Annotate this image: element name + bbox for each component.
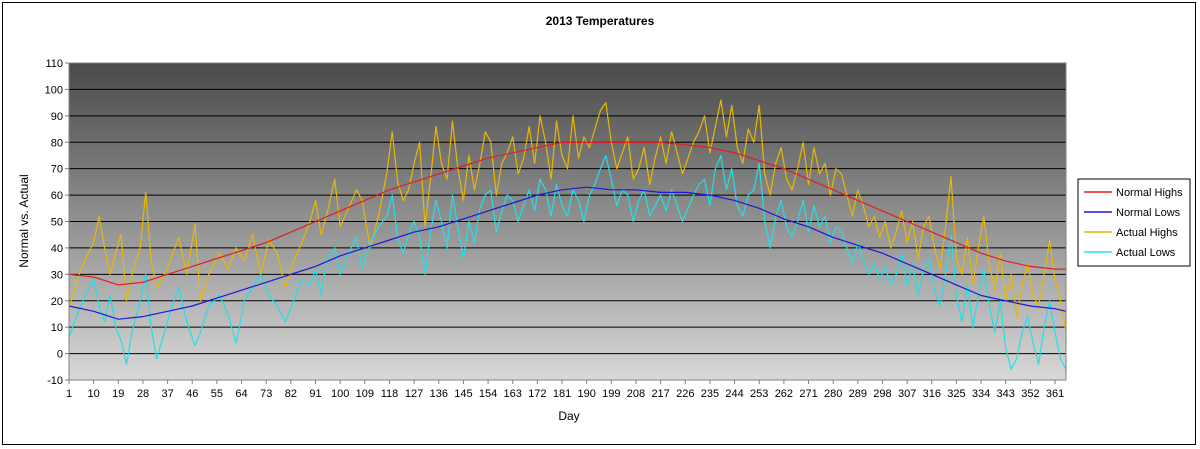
y-axis-title: Normal vs. Actual	[17, 174, 31, 267]
x-tick-label: 253	[750, 388, 768, 400]
x-tick-label: 163	[504, 388, 522, 400]
x-tick-label: 64	[235, 388, 247, 400]
y-tick-label: -10	[47, 375, 63, 387]
y-tick-label: 40	[51, 243, 63, 255]
y-tick-label: 100	[45, 84, 63, 96]
x-tick-label: 1	[66, 388, 72, 400]
y-tick-label: 90	[51, 111, 63, 123]
y-tick-label: 50	[51, 217, 63, 229]
x-tick-label: 352	[1021, 388, 1039, 400]
series-line-normal-highs	[68, 141, 1066, 286]
x-tick-label: 190	[577, 388, 595, 400]
x-tick-label: 109	[356, 388, 374, 400]
x-tick-label: 10	[88, 388, 100, 400]
x-axis-title: Day	[558, 409, 579, 423]
series-line-actual-highs	[68, 99, 1067, 333]
y-tick-label: 20	[51, 296, 63, 308]
x-tick-label: 100	[331, 388, 349, 400]
legend: Normal Highs Normal Lows Actual Highs Actua…	[1077, 178, 1191, 267]
x-tick-label: 46	[186, 388, 198, 400]
x-tick-label: 118	[381, 388, 399, 400]
x-tick-label: 55	[211, 388, 223, 400]
x-tick-label: 226	[676, 388, 694, 400]
x-tick-label: 37	[161, 388, 173, 400]
x-tick-label: 235	[701, 388, 719, 400]
x-tick-label: 28	[137, 388, 149, 400]
x-tick-label: 127	[405, 388, 423, 400]
x-tick-label: 244	[725, 388, 743, 400]
chart-title: 2013 Temperatures	[546, 14, 655, 28]
x-tick-label: 181	[553, 388, 571, 400]
x-tick-label: 316	[923, 388, 941, 400]
x-tick-label: 199	[602, 388, 620, 400]
x-tick-label: 361	[1046, 388, 1064, 400]
x-tick-label: 325	[947, 388, 965, 400]
legend-label: Actual Lows	[1116, 247, 1176, 259]
x-axis-ticks: 1 10 19 28 37 46 55 64 73 82 91 100 109 118 127 136 145 1…	[66, 380, 1064, 400]
x-tick-label: 154	[479, 388, 497, 400]
y-tick-label: 80	[51, 137, 63, 149]
x-tick-label: 271	[799, 388, 817, 400]
x-tick-label: 82	[285, 388, 297, 400]
x-tick-label: 343	[997, 388, 1015, 400]
x-tick-label: 73	[260, 388, 272, 400]
series-line-normal-lows	[68, 186, 1067, 320]
series-lines	[68, 99, 1067, 370]
legend-label: Normal Lows	[1116, 207, 1181, 219]
x-tick-label: 19	[112, 388, 124, 400]
x-tick-label: 172	[528, 388, 546, 400]
y-tick-label: 30	[51, 269, 63, 281]
chart-svg: 2013 Temperatures -10 0 10 20 30 40 50 60 70 80 90…	[17, 14, 1191, 423]
x-tick-label: 280	[824, 388, 842, 400]
y-tick-label: 60	[51, 190, 63, 202]
series-line-actual-lows	[68, 154, 1067, 370]
y-axis-ticks: -10 0 10 20 30 40 50 60 70 80 90 100 110	[45, 58, 69, 387]
x-tick-label: 136	[430, 388, 448, 400]
y-tick-label: 70	[51, 164, 63, 176]
x-tick-label: 298	[873, 388, 891, 400]
x-tick-label: 262	[775, 388, 793, 400]
legend-label: Actual Highs	[1116, 227, 1178, 239]
plot-border	[68, 62, 1067, 381]
grid-lines	[69, 88, 1066, 355]
x-tick-label: 217	[651, 388, 669, 400]
x-tick-label: 91	[309, 388, 321, 400]
y-tick-label: 110	[45, 58, 63, 70]
x-tick-label: 145	[454, 388, 472, 400]
y-tick-label: 10	[51, 322, 63, 334]
x-tick-label: 307	[898, 388, 916, 400]
x-tick-label: 208	[627, 388, 645, 400]
legend-label: Normal Highs	[1116, 187, 1183, 199]
y-tick-label: 0	[57, 349, 63, 361]
x-tick-label: 289	[849, 388, 867, 400]
x-tick-label: 334	[972, 388, 990, 400]
